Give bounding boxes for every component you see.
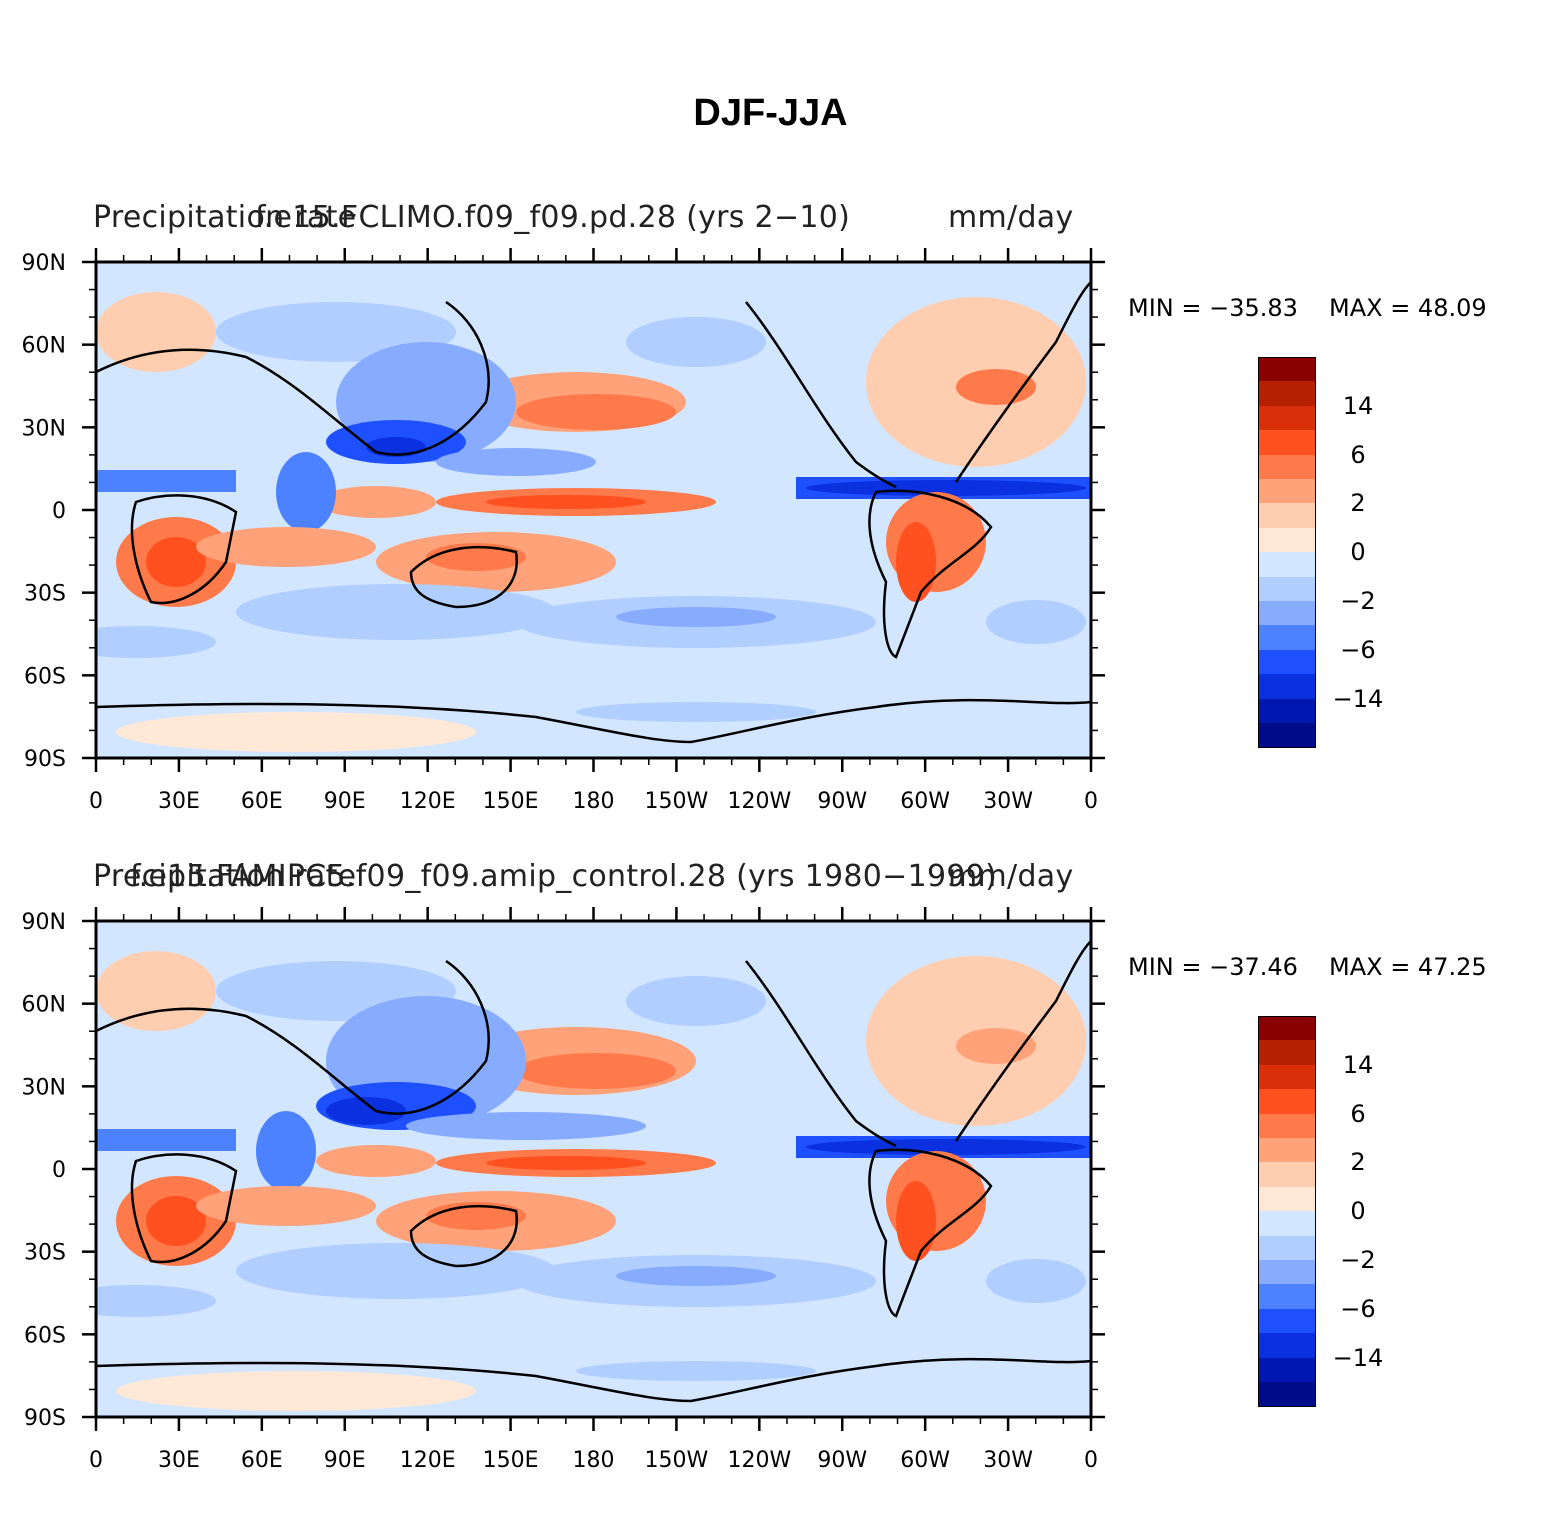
colorbar-swatch	[1258, 1016, 1316, 1043]
colorbar-swatch	[1258, 1211, 1316, 1237]
panel-left-title: Precipitation rate	[93, 859, 357, 894]
y-tick-label: 30N	[22, 416, 66, 441]
x-tick-label: 60W	[900, 1448, 950, 1473]
colorbar-swatch	[1258, 1308, 1316, 1335]
x-tick-label: 0	[1084, 1448, 1098, 1473]
colorbar-swatch	[1258, 381, 1316, 407]
colorbar-label: −6	[1340, 635, 1376, 664]
map-frame	[94, 919, 1093, 1419]
x-tick-label: 150E	[483, 789, 539, 814]
min-label: MIN = −35.83	[1128, 294, 1298, 322]
colorbar-swatch	[1258, 1040, 1316, 1066]
colorbar-swatch	[1258, 1064, 1316, 1091]
panel-right-title: mm/day	[948, 200, 1074, 235]
colorbar-label: −6	[1340, 1294, 1376, 1323]
figure-title: DJF-JJA	[693, 92, 848, 134]
colorbar-swatch	[1258, 1113, 1316, 1139]
x-tick-label: 90W	[817, 1448, 867, 1473]
y-tick-label: 30S	[24, 1241, 66, 1266]
colorbar-label: 2	[1350, 1148, 1366, 1177]
colorbar-swatch	[1258, 1235, 1316, 1261]
y-tick-label: 90N	[22, 251, 66, 276]
colorbar-swatch	[1258, 1089, 1316, 1115]
x-tick-label: 90E	[324, 789, 366, 814]
colorbar-swatch	[1258, 601, 1316, 627]
x-tick-label: 150W	[645, 789, 709, 814]
x-tick-label: 0	[89, 1448, 103, 1473]
x-tick-label: 150W	[645, 1448, 709, 1473]
x-tick-label: 120W	[727, 1448, 791, 1473]
colorbar-label: 6	[1350, 1099, 1366, 1128]
colorbar-label: 6	[1350, 440, 1366, 469]
x-tick-label: 30W	[983, 789, 1033, 814]
panel-center-title: f.e15.FCLIMO.f09_f09.pd.28 (yrs 2−10)	[255, 200, 851, 235]
colorbar-swatch	[1258, 479, 1316, 505]
precip-map	[96, 921, 1091, 1417]
max-label: MAX = 48.09	[1329, 294, 1487, 322]
panel-left-title: Precipitation rate	[93, 200, 357, 235]
colorbar-label: 14	[1342, 1050, 1374, 1079]
min-label: MIN = −37.46	[1128, 953, 1298, 981]
colorbar-label: 14	[1342, 391, 1374, 420]
x-tick-label: 30W	[983, 1448, 1033, 1473]
colorbar-swatch	[1258, 1284, 1316, 1310]
panel-top: Precipitation rate f.e15.FCLIMO.f09_f09.…	[0, 0, 1541, 814]
colorbar-label: −2	[1340, 1246, 1376, 1274]
panel-right-title: mm/day	[948, 859, 1074, 894]
colorbar-swatch	[1258, 1260, 1316, 1286]
x-tick-label: 30E	[158, 1448, 200, 1473]
y-tick-label: 60N	[22, 334, 66, 359]
colorbar-swatch	[1258, 357, 1316, 384]
x-tick-label: 120W	[727, 789, 791, 814]
y-tick-label: 60S	[24, 1323, 66, 1348]
colorbar-swatch	[1258, 454, 1316, 480]
colorbar-swatch	[1258, 1333, 1316, 1359]
precip-field	[96, 281, 1091, 752]
colorbar-swatch	[1258, 1186, 1316, 1213]
x-tick-label: 60E	[241, 789, 283, 814]
colorbar-swatch	[1258, 1382, 1316, 1408]
colorbar-label: −14	[1332, 1343, 1384, 1372]
x-tick-label: 90E	[324, 1448, 366, 1473]
x-tick-label: 120E	[400, 1448, 456, 1473]
x-tick-label: 0	[89, 789, 103, 814]
x-tick-label: 90W	[817, 789, 867, 814]
y-tick-label: 90S	[24, 747, 66, 772]
colorbar-label: 2	[1350, 489, 1366, 518]
colorbar-swatch	[1258, 1357, 1316, 1383]
y-tick-label: 30S	[24, 582, 66, 607]
colorbar-label: −14	[1332, 684, 1384, 713]
colorbar-label: −2	[1340, 587, 1376, 615]
x-tick-label: 60W	[900, 789, 950, 814]
y-tick-label: 60N	[22, 993, 66, 1018]
y-tick-label: 90N	[22, 910, 66, 935]
colorbar-swatch	[1258, 723, 1316, 749]
x-tick-label: 120E	[400, 789, 456, 814]
x-tick-label: 180	[573, 789, 615, 814]
x-tick-label: 150E	[483, 1448, 539, 1473]
max-label: MAX = 47.25	[1329, 953, 1487, 981]
y-tick-label: 60S	[24, 664, 66, 689]
colorbar-swatch	[1258, 405, 1316, 432]
panel-bottom: Precipitation rate f.e15.FAMIPC5.f09_f09…	[0, 0, 1541, 1473]
y-tick-label: 90S	[24, 1406, 66, 1431]
panel-center-title: f.e15.FAMIPC5.f09_f09.amip_control.28 (y…	[130, 859, 998, 894]
y-tick-label: 30N	[22, 1075, 66, 1100]
colorbar-swatch	[1258, 1162, 1316, 1188]
y-tick-label: 0	[52, 499, 66, 524]
x-tick-label: 180	[573, 1448, 615, 1473]
x-tick-label: 30E	[158, 789, 200, 814]
precip-map	[96, 262, 1091, 758]
colorbar-label: 0	[1350, 538, 1366, 567]
x-tick-label: 0	[1084, 789, 1098, 814]
colorbar-label: 0	[1350, 1197, 1366, 1226]
colorbar-swatch	[1258, 1138, 1316, 1164]
y-tick-label: 0	[52, 1158, 66, 1183]
precip-field	[96, 940, 1091, 1411]
x-tick-label: 60E	[241, 1448, 283, 1473]
map-axes: 0 30E 60E 90E 120E 150E 180 150W 120W 90W 60W 30W 09…	[22, 248, 1105, 814]
